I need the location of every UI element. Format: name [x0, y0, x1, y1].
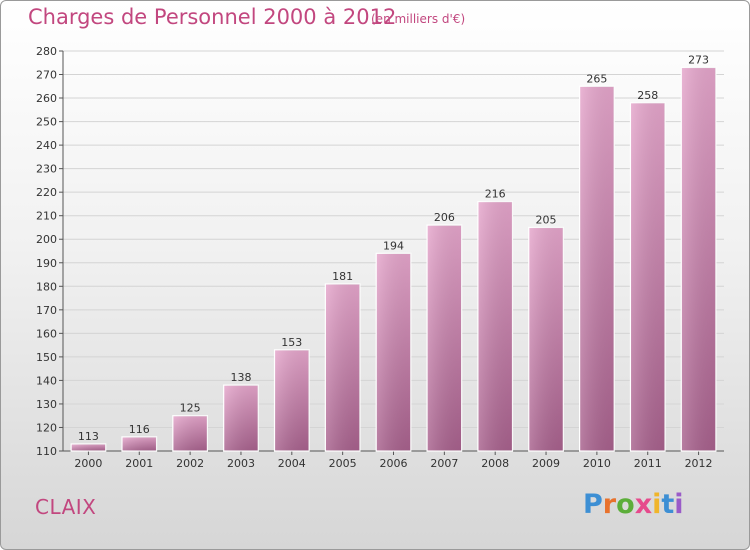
- y-tick-label: 190: [36, 257, 57, 270]
- data-label-2004: 153: [281, 336, 302, 349]
- logo-letter: r: [602, 489, 617, 520]
- bar-shade-2000: [71, 443, 106, 451]
- y-tick-label: 200: [36, 233, 57, 246]
- bar-shade-2004: [274, 349, 310, 451]
- x-tick-label: 2009: [532, 457, 560, 470]
- bar-shade-2010: [579, 86, 615, 451]
- y-tick-label: 220: [36, 186, 57, 199]
- y-tick-label: 140: [36, 374, 57, 387]
- data-label-2007: 206: [434, 211, 455, 224]
- y-tick-label: 270: [36, 69, 57, 82]
- bar-shade-2002: [172, 415, 208, 451]
- y-tick-label: 240: [36, 139, 57, 152]
- x-tick-label: 2011: [634, 457, 662, 470]
- y-tick-label: 130: [36, 398, 57, 411]
- bar-shade-2012: [681, 67, 716, 452]
- y-tick-label: 230: [36, 163, 57, 176]
- x-tick-label: 2002: [176, 457, 204, 470]
- logo-letter: i: [652, 489, 662, 520]
- y-tick-label: 170: [36, 304, 57, 317]
- x-tick-label: 2003: [227, 457, 255, 470]
- x-tick-label: 2006: [380, 457, 408, 470]
- bar-shade-2005: [325, 283, 360, 451]
- bars: [70, 66, 717, 452]
- data-label-2011: 258: [637, 89, 658, 102]
- data-label-2001: 116: [129, 423, 150, 436]
- logo-letter: i: [674, 489, 684, 520]
- bar-shade-2006: [376, 253, 411, 451]
- y-tick-label: 110: [36, 445, 57, 458]
- y-tick-label: 210: [36, 210, 57, 223]
- x-tick-label: 2007: [430, 457, 458, 470]
- data-label-2005: 181: [332, 270, 353, 283]
- data-label-2012: 273: [688, 53, 709, 66]
- bar-shade-2003: [223, 385, 259, 451]
- bar-shade-2008: [477, 201, 513, 451]
- data-label-2002: 125: [180, 402, 201, 415]
- x-tick-label: 2008: [481, 457, 509, 470]
- data-label-2008: 216: [485, 188, 506, 201]
- y-tick-label: 160: [36, 327, 57, 340]
- data-label-2003: 138: [230, 371, 251, 384]
- x-tick-label: 2004: [278, 457, 306, 470]
- bar-shade-2009: [528, 227, 564, 451]
- bar-shade-2011: [630, 102, 666, 451]
- proxiti-logo: Proxiti: [583, 489, 684, 520]
- labels: 110 120 130 140 150 160 170 180 190 200 210 220 230 2…: [36, 45, 713, 470]
- bar-shade-2001: [121, 436, 157, 451]
- logo-letter: t: [661, 489, 675, 520]
- data-label-2010: 265: [586, 72, 607, 85]
- chart-title: Charges de Personnel 2000 à 2012: [28, 5, 397, 29]
- x-tick-label: 2012: [685, 457, 713, 470]
- chart-subtitle: (en milliers d'€): [371, 12, 466, 26]
- logo-letter: o: [616, 489, 635, 520]
- bar-shade-2007: [427, 225, 462, 451]
- y-tick-label: 260: [36, 92, 57, 105]
- logo-letter: P: [583, 489, 603, 520]
- x-tick-label: 2005: [329, 457, 357, 470]
- x-tick-label: 2000: [74, 457, 102, 470]
- y-tick-label: 180: [36, 280, 57, 293]
- y-tick-label: 120: [36, 421, 57, 434]
- logo-letter: x: [634, 489, 653, 520]
- y-tick-label: 280: [36, 45, 57, 58]
- data-label-2000: 113: [78, 430, 99, 443]
- data-label-2009: 205: [536, 213, 557, 226]
- x-tick-label: 2001: [125, 457, 153, 470]
- y-tick-label: 150: [36, 351, 57, 364]
- y-tick-label: 250: [36, 116, 57, 129]
- x-tick-label: 2010: [583, 457, 611, 470]
- commune-name: CLAIX: [35, 495, 97, 519]
- data-label-2006: 194: [383, 239, 404, 252]
